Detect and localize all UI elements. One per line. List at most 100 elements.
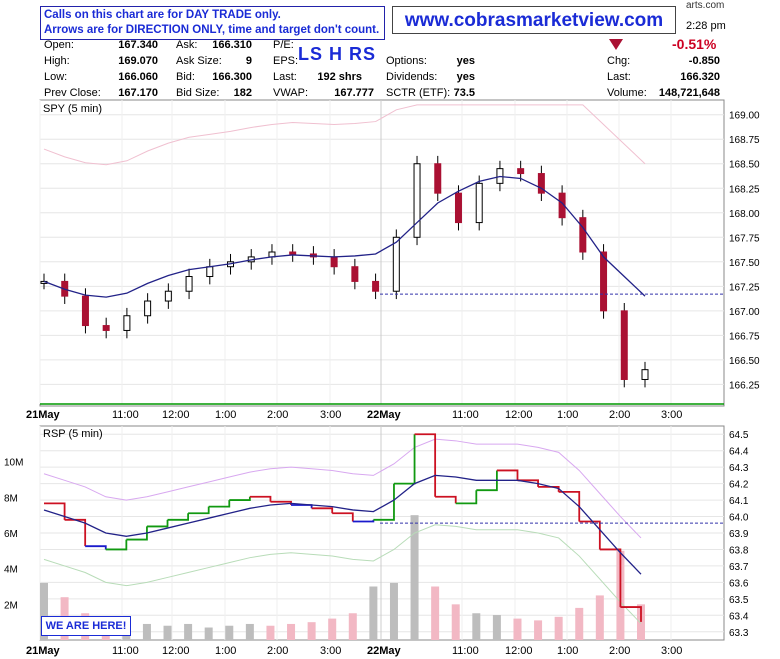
spy-title: SPY (5 min) — [43, 103, 102, 115]
spy-candle-body — [579, 217, 587, 253]
rsp-price-segment — [249, 495, 272, 502]
notice-box: Calls on this chart are for DAY TRADE on… — [40, 6, 385, 40]
rsp-volume-bar — [637, 604, 645, 640]
spy-candle-body — [102, 325, 110, 331]
rsp-price-segment — [455, 490, 478, 505]
rsp-price-segment — [44, 502, 66, 520]
spy-candle-body — [454, 192, 462, 224]
rsp-volume-bar — [225, 625, 234, 640]
spy-xtick-label: 1:00 — [215, 409, 236, 421]
spy-xtick-label: 12:00 — [505, 409, 533, 421]
dividends-label: Dividends: — [386, 71, 438, 83]
spy-candle-body — [351, 266, 359, 282]
spy-candle-body — [641, 369, 649, 380]
rsp-volume-bar — [307, 622, 316, 640]
rsp-price-segment — [311, 507, 334, 514]
rsp-lower-band-line — [43, 524, 642, 624]
last-value: 192 shrs — [317, 71, 362, 83]
spy-xtick-label: 11:00 — [452, 409, 479, 421]
spy-ytick-label: 168.50 — [729, 160, 760, 171]
options-label: Options: — [386, 55, 427, 67]
ask-label: Ask: — [176, 39, 198, 51]
rsp-ytick-label: 64.3 — [729, 463, 749, 474]
open-label: Open: — [44, 39, 74, 51]
rsp-title: RSP (5 min) — [43, 428, 103, 440]
rsp-ytick-label: 63.6 — [729, 578, 749, 589]
header-svg — [609, 39, 623, 50]
spy-ytick-label: 166.25 — [729, 380, 760, 391]
down-arrow-icon — [609, 39, 623, 50]
rsp-volume-bar — [595, 595, 604, 640]
spy-ytick-label: 168.00 — [729, 209, 760, 220]
rsp-volume-tick-label: 10M — [4, 458, 23, 469]
rsp-volume-bar — [534, 620, 543, 640]
rsp-price-segment — [105, 539, 128, 551]
rsp-price-segment — [373, 483, 395, 521]
spy-xtick-label: 21May — [26, 409, 61, 421]
rsp-ytick-label: 63.3 — [729, 628, 749, 639]
rsp-price-segment — [558, 490, 581, 522]
ask-size-label: Ask Size: — [176, 55, 222, 67]
rsp-price-segment — [64, 518, 87, 547]
rsp-ytick-label: 63.9 — [729, 529, 749, 540]
rsp-volume-bar — [492, 615, 501, 640]
volume-value: 148,721,648 — [658, 87, 720, 99]
spy-xtick-label: 2:00 — [267, 409, 288, 421]
rsp-volume-bar — [328, 618, 337, 640]
chg-value: -0.850 — [688, 55, 720, 67]
rsp-price-segment — [229, 496, 251, 501]
volume-label: Volume: — [607, 87, 647, 99]
rsp-xtick-label: 12:00 — [162, 645, 190, 657]
spy-xtick-label: 11:00 — [112, 409, 139, 421]
rsp-ytick-label: 64.0 — [729, 513, 749, 524]
rsp-ytick-label: 64.5 — [729, 430, 749, 441]
high-label: High: — [44, 55, 70, 67]
rsp-volume-bar — [142, 623, 151, 640]
options-value: yes — [456, 55, 475, 67]
rsp-ytick-label: 64.1 — [729, 496, 749, 507]
rsp-price-segment — [167, 513, 190, 521]
low-value: 166.060 — [118, 71, 158, 83]
rsp-price-segment — [208, 500, 231, 508]
rsp-price-segment — [126, 526, 148, 541]
rsp-volume-bar — [163, 625, 172, 640]
rsp-volume-tick-label: 8M — [4, 493, 18, 504]
spy-xtick-label: 12:00 — [162, 409, 190, 421]
spy-candle-body — [372, 280, 380, 292]
notice-line-2: Arrows are for DIRECTION ONLY, time and … — [44, 24, 380, 36]
pattern-codes: LS H RS — [298, 44, 377, 64]
rsp-xtick-label: 2:00 — [609, 645, 630, 657]
we-are-here-label: WE ARE HERE! — [41, 616, 131, 636]
spy-candle-body — [81, 295, 89, 327]
vwap-label: VWAP: — [273, 87, 309, 99]
spy-panel: SPY (5 min) 166.25 166.50 166.75 167.00 167.… — [26, 99, 760, 421]
spy-candle-body — [517, 168, 525, 175]
spy-candle-body — [206, 266, 214, 278]
spy-xtick-label: 2:00 — [609, 409, 630, 421]
rsp-ytick-label: 63.8 — [729, 545, 749, 556]
spy-candle-body — [537, 173, 545, 194]
vwap-value: 167.777 — [334, 87, 374, 99]
spy-ytick-label: 167.50 — [729, 258, 760, 269]
last-label: Last: — [273, 71, 297, 83]
rsp-moving-average-line — [43, 474, 642, 575]
rsp-price-segment — [620, 606, 642, 622]
spy-candle-body — [185, 276, 193, 292]
open-value: 167.340 — [118, 39, 158, 51]
rsp-volume-bar — [369, 586, 378, 640]
website-link[interactable]: www.cobrasmarketview.com — [392, 6, 676, 34]
rsp-price-segment — [188, 506, 210, 515]
rsp-volume-bar — [389, 582, 398, 640]
spy-candle-body — [620, 310, 628, 380]
rsp-xtick-label: 12:00 — [505, 645, 533, 657]
spy-candle-body — [144, 300, 152, 317]
rsp-volume-tick-label: 4M — [4, 565, 18, 576]
rsp-xtick-label: 11:00 — [452, 645, 479, 657]
eps-label: EPS: — [273, 55, 299, 67]
bid-size-value: 182 — [233, 87, 252, 99]
prev-close-value: 167.170 — [118, 87, 158, 99]
spy-plot-area — [39, 99, 725, 407]
rsp-ytick-label: 63.5 — [729, 595, 749, 606]
bid-value: 166.300 — [212, 71, 252, 83]
rsp-volume-bar — [266, 625, 275, 640]
